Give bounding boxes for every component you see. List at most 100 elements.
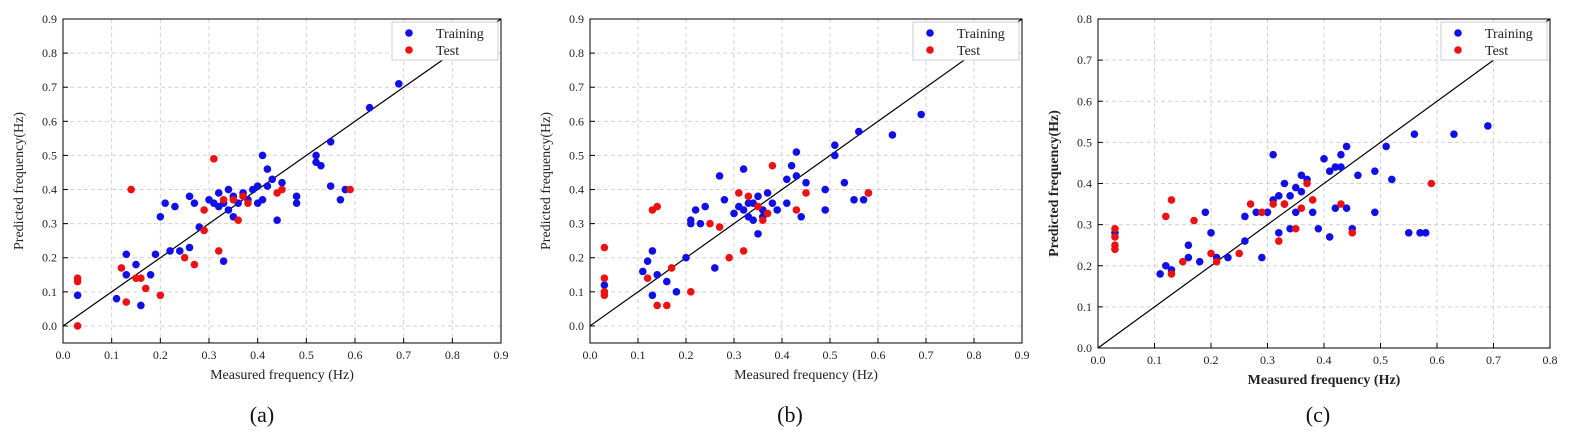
panel-b: (b) 0.0 0.1 0.2 0.3 0.4 0.5 0.6 0.7 0.8 0.9 0.0 0.1… bbox=[539, 12, 1030, 427]
panel-c-training-point-39 bbox=[1342, 204, 1351, 212]
panel-b-training-point-39 bbox=[821, 206, 829, 214]
panel-b-legend-test-label: Test bbox=[957, 44, 980, 59]
panel-c-training-point-12 bbox=[1241, 237, 1249, 245]
panel-b-diagonal-line bbox=[589, 18, 1023, 327]
panel-c-test-point-22 bbox=[1348, 229, 1357, 237]
panel-c-test-point-21 bbox=[1337, 200, 1345, 208]
panel-a-xtick-label-0: 0.0 bbox=[56, 348, 71, 362]
panel-a-xtick-label-9: 0.9 bbox=[494, 348, 509, 362]
panel-a-test-point-18 bbox=[234, 216, 242, 225]
panel-a-test-point-23 bbox=[346, 185, 354, 194]
panel-a-xtick-label-4: 0.4 bbox=[250, 348, 265, 362]
panel-a-test-point-17 bbox=[229, 195, 238, 204]
panel-a-test-point-14 bbox=[210, 155, 218, 163]
panel-a-test-point-11 bbox=[190, 260, 199, 269]
panel-b-label: (b) bbox=[777, 402, 803, 427]
panel-b-training-point-42 bbox=[831, 141, 839, 149]
panel-c-training-point-1 bbox=[1156, 270, 1164, 278]
panel-b-test-point-9 bbox=[667, 264, 676, 272]
panel-b-training-point-49 bbox=[917, 110, 925, 119]
panel-a-ytick-label-4: 0.4 bbox=[42, 183, 57, 197]
panel-b-xtick-label-1: 0.1 bbox=[631, 348, 646, 362]
panel-b-training-point-12 bbox=[696, 219, 705, 228]
panel-b-test-point-11 bbox=[706, 219, 714, 228]
panel-a-training-point-23 bbox=[224, 206, 233, 214]
panel-b-ytick-label-7: 0.7 bbox=[569, 80, 584, 94]
panel-c-test-point-3 bbox=[1111, 245, 1119, 254]
panel-b-test-point-10 bbox=[687, 288, 695, 296]
panel-b-xtick-label-6: 0.6 bbox=[871, 348, 886, 362]
panel-c-training-point-17 bbox=[1269, 150, 1277, 159]
panel-c-training-point-25 bbox=[1291, 208, 1300, 217]
panel-c-test-point-6 bbox=[1167, 270, 1176, 278]
panel-a-test-point-12 bbox=[200, 206, 208, 214]
panel-b-xtick-label-8: 0.8 bbox=[967, 348, 982, 362]
panel-a-xtick-label-6: 0.6 bbox=[348, 348, 363, 362]
panel-a-xlabel: Measured frequency (Hz) bbox=[210, 368, 354, 383]
panel-b-ytick-label-3: 0.3 bbox=[569, 217, 584, 231]
panel-c-training-point-31 bbox=[1320, 155, 1328, 163]
panel-c-training-point-24 bbox=[1291, 183, 1300, 192]
panel-b-training-point-20 bbox=[739, 206, 748, 214]
panel-c-training-point-47 bbox=[1410, 130, 1419, 138]
panel-a-training-point-49 bbox=[365, 103, 374, 112]
panel-b-xtick-label-5: 0.5 bbox=[823, 348, 838, 362]
panel-b-test-point-7 bbox=[653, 301, 661, 310]
panel-c-test-point-15 bbox=[1275, 237, 1283, 245]
panel-c-training-point-23 bbox=[1286, 192, 1294, 200]
panel-a-legend-training-label: Training bbox=[436, 27, 484, 42]
panel-c-training-point-36 bbox=[1337, 163, 1345, 171]
panel-c-xtick-label-0: 0.0 bbox=[1091, 353, 1106, 367]
panel-b-training-point-0 bbox=[600, 281, 609, 289]
panel-a-test-point-15 bbox=[214, 247, 223, 255]
panel-a-training-point-15 bbox=[190, 199, 199, 207]
panel-a-training-point-46 bbox=[326, 137, 335, 146]
panel-c-training-point-37 bbox=[1337, 150, 1345, 159]
panel-a-test-point-7 bbox=[137, 274, 145, 283]
panel-b-training-point-38 bbox=[802, 178, 810, 187]
panel-c: (c) 0.0 0.1 0.2 0.3 0.4 0.5 0.6 0.7 0.8 0.0 0.1 0.2… bbox=[1047, 12, 1558, 427]
panel-b-xtick-label-7: 0.7 bbox=[919, 348, 934, 362]
panel-b-training-point-5 bbox=[653, 270, 661, 279]
panel-c-test-point-1 bbox=[1111, 233, 1119, 241]
panel-b-test-point-1 bbox=[600, 274, 609, 283]
panel-a-training-point-11 bbox=[171, 202, 179, 211]
panel-a-plot-frame bbox=[62, 18, 502, 344]
panel-c-test-point-7 bbox=[1178, 257, 1187, 266]
panel-a-training-point-41 bbox=[292, 192, 301, 201]
panel-a-xtick-label-8: 0.8 bbox=[445, 348, 460, 362]
panel-c-ytick-label-7: 0.7 bbox=[1077, 53, 1092, 67]
panel-a-training-point-35 bbox=[263, 165, 272, 173]
panel-a-training-point-7 bbox=[151, 250, 160, 259]
panel-c-training-point-33 bbox=[1325, 233, 1334, 241]
panel-b-training-point-44 bbox=[850, 195, 858, 204]
panel-c-xtick-label-7: 0.7 bbox=[1486, 353, 1501, 367]
panel-b-training-point-31 bbox=[773, 206, 781, 214]
panel-c-test-point-0 bbox=[1111, 224, 1119, 233]
panel-c-training-point-34 bbox=[1331, 163, 1340, 171]
panel-c-xtick-label-8: 0.8 bbox=[1543, 353, 1558, 367]
panel-c-test-point-20 bbox=[1308, 196, 1317, 204]
panel-b-training-point-29 bbox=[763, 189, 772, 197]
panel-c-training-point-43 bbox=[1371, 208, 1379, 217]
panel-c-ytick-label-0: 0.0 bbox=[1077, 341, 1092, 355]
panel-c-legend-test-label: Test bbox=[1485, 44, 1508, 59]
panel-a-test-point-2 bbox=[73, 322, 82, 330]
panel-c-training-point-45 bbox=[1388, 175, 1396, 184]
panel-a-training-point-2 bbox=[122, 270, 131, 279]
panel-c-diagonal-line bbox=[1097, 18, 1551, 349]
panel-b-legend-training-marker bbox=[926, 29, 934, 37]
panel-c-training-point-46 bbox=[1404, 229, 1413, 237]
panel-b-training-point-36 bbox=[792, 148, 801, 156]
panel-a-training-point-3 bbox=[122, 250, 131, 259]
panel-c-test-point-8 bbox=[1190, 216, 1198, 225]
panel-a-test-point-1 bbox=[73, 277, 82, 286]
panel-a-training-point-20 bbox=[214, 189, 223, 197]
panel-b-legend-test-marker bbox=[926, 46, 934, 54]
panel-c-xtick-label-3: 0.3 bbox=[1260, 353, 1275, 367]
panel-b-test-point-13 bbox=[725, 253, 733, 262]
panel-a-ytick-label-6: 0.6 bbox=[42, 114, 57, 128]
panel-b-training-point-33 bbox=[783, 199, 791, 207]
panel-c-xtick-label-2: 0.2 bbox=[1204, 353, 1219, 367]
